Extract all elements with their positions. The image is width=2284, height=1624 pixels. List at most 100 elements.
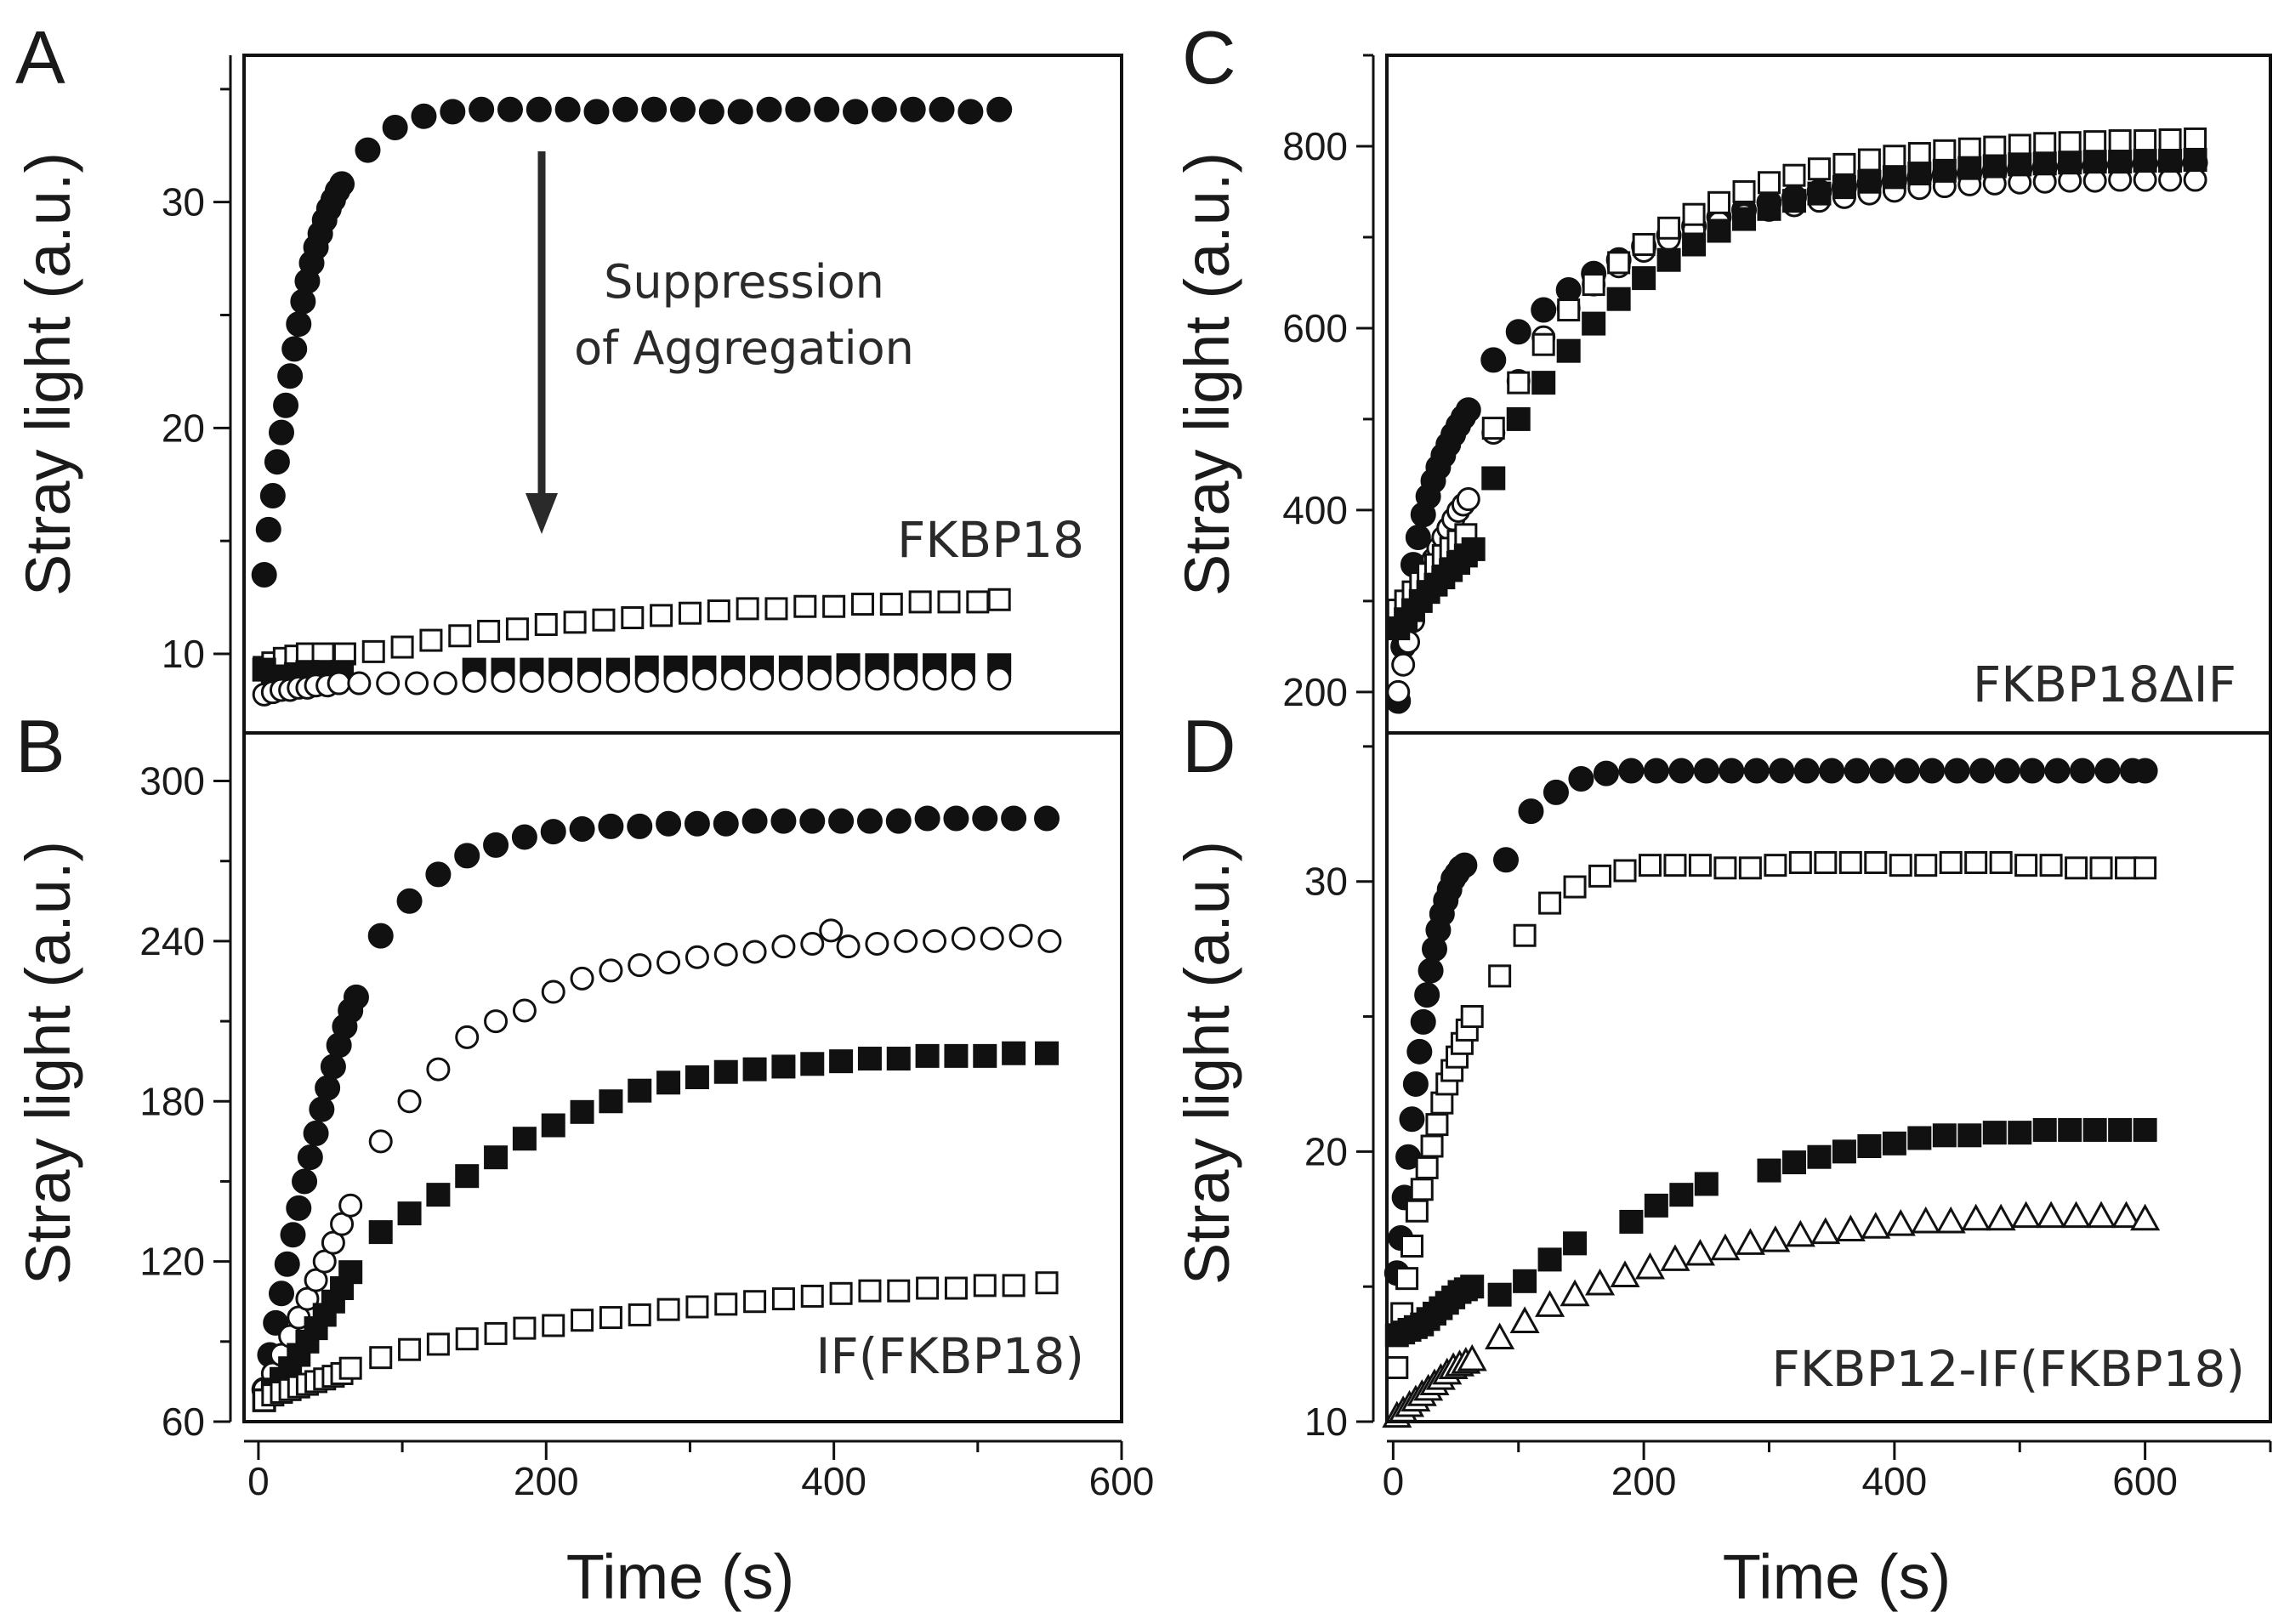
data-point — [1989, 850, 2013, 874]
data-point — [836, 934, 861, 959]
series-c-filled-square — [1386, 148, 2207, 640]
data-point — [286, 311, 312, 338]
panel-letter-d: D — [1182, 704, 1236, 788]
y-axis-title-c: Stray light (a.u.) — [1172, 152, 1242, 596]
data-point — [1894, 758, 1920, 784]
data-point — [343, 984, 369, 1010]
data-point — [273, 392, 299, 418]
data-point — [957, 99, 984, 125]
data-point — [736, 597, 759, 621]
data-point — [511, 824, 537, 850]
data-point — [1668, 758, 1695, 784]
data-point — [1782, 163, 1806, 187]
data-point — [1632, 266, 1656, 291]
data-point — [1606, 287, 1631, 311]
data-point — [1531, 332, 1555, 356]
data-point — [829, 1049, 854, 1074]
data-point — [329, 171, 355, 197]
data-point — [2183, 168, 2207, 192]
data-point — [1889, 854, 1912, 877]
data-point — [303, 1120, 329, 1146]
series-label-d: FKBP12-IF(FKBP18) — [1771, 1340, 2245, 1398]
data-point — [865, 667, 889, 691]
data-point — [483, 832, 509, 858]
data-point — [1694, 1172, 1719, 1196]
data-point — [698, 99, 724, 125]
data-point — [1563, 1231, 1588, 1256]
data-point — [1832, 1139, 1856, 1164]
series-b-control — [251, 805, 1060, 1403]
data-point — [1582, 273, 1605, 297]
data-point — [570, 1099, 594, 1124]
data-point — [858, 1279, 882, 1303]
data-point — [966, 590, 990, 614]
data-point — [1743, 758, 1770, 784]
data-point — [426, 1183, 451, 1207]
data-point — [1037, 928, 1062, 953]
data-point — [426, 1332, 450, 1356]
data-point — [1405, 1199, 1429, 1223]
data-point — [1663, 854, 1687, 877]
data-point — [425, 861, 452, 888]
data-point — [1757, 196, 1781, 221]
data-point — [1410, 1178, 1434, 1201]
data-point — [937, 590, 961, 614]
data-point — [1518, 798, 1544, 825]
data-point — [1994, 758, 2020, 784]
data-point — [1832, 152, 1856, 176]
annotation-line-1: Suppression — [604, 255, 884, 309]
data-point — [1760, 1225, 1791, 1252]
data-point — [886, 1047, 911, 1071]
data-point — [268, 1280, 294, 1307]
data-point — [484, 1145, 509, 1170]
data-point — [1406, 1038, 1433, 1065]
data-point — [1638, 854, 1662, 877]
data-point — [1738, 856, 1762, 880]
data-point — [721, 667, 746, 691]
data-point — [1807, 157, 1831, 181]
data-point — [397, 1201, 422, 1226]
data-point — [656, 1297, 680, 1321]
data-point — [605, 668, 630, 693]
data-point — [1543, 779, 1569, 805]
data-point — [1757, 1158, 1781, 1183]
data-point — [871, 96, 897, 122]
data-point — [1509, 1306, 1540, 1333]
data-point — [367, 923, 394, 949]
data-point — [923, 928, 947, 953]
data-point — [280, 1222, 306, 1248]
data-point — [1610, 1260, 1640, 1287]
data-point — [621, 606, 645, 630]
y-tick-label-c: 400 — [1282, 488, 1348, 532]
data-point — [1914, 854, 1938, 877]
data-point — [1907, 1126, 1932, 1150]
data-point — [264, 449, 290, 475]
data-point — [1505, 319, 1531, 345]
data-point — [281, 336, 308, 362]
data-point — [2089, 856, 2113, 880]
data-point — [915, 1043, 940, 1068]
data-point — [843, 99, 869, 125]
data-point — [980, 926, 1004, 951]
data-point — [2133, 856, 2157, 880]
suppression-arrow-head — [526, 493, 558, 534]
data-point — [592, 608, 616, 632]
data-point — [1660, 1244, 1690, 1271]
x-tick-label-d: 400 — [1861, 1459, 1927, 1503]
series-d-control — [1383, 758, 2158, 1286]
data-point — [1986, 1203, 2016, 1231]
data-point — [2111, 1201, 2142, 1229]
data-point — [1964, 850, 1988, 874]
data-point — [1832, 175, 1856, 200]
data-point — [1513, 923, 1537, 947]
data-point — [771, 934, 796, 959]
data-point — [1535, 1290, 1565, 1317]
data-point — [570, 966, 594, 991]
data-point — [251, 562, 277, 588]
data-point — [944, 1276, 968, 1300]
data-point — [512, 998, 537, 1023]
data-point — [1707, 190, 1731, 214]
data-point — [577, 668, 602, 693]
data-point — [2133, 129, 2157, 153]
data-point — [923, 667, 947, 691]
